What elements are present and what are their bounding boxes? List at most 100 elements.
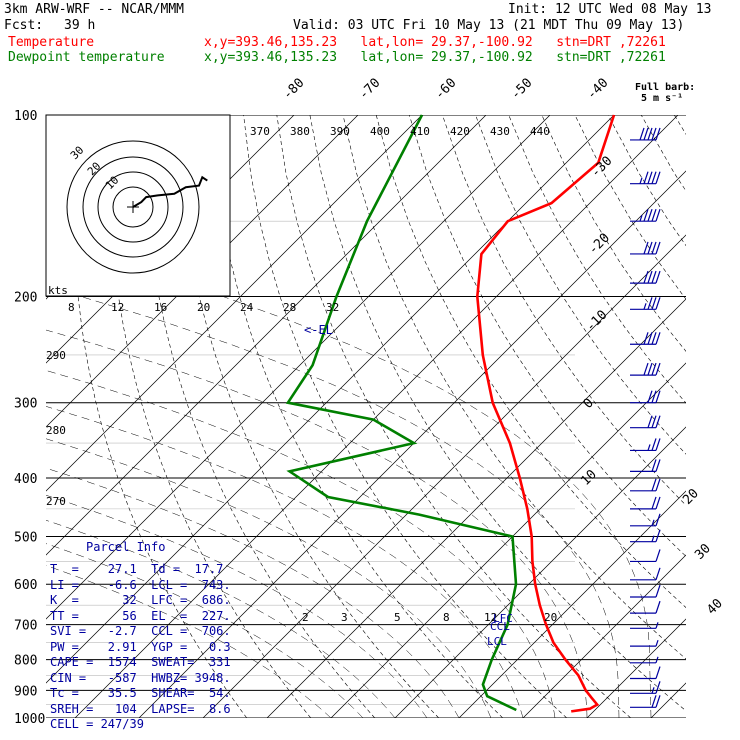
wind-barb: [630, 478, 661, 492]
legend-temperature: Temperature: [8, 35, 95, 50]
wind-barb: [630, 208, 661, 222]
dry-adiabat-line: [276, 115, 631, 718]
isotherm-line: [650, 682, 686, 718]
moist-adiabat-line: [46, 370, 556, 718]
wind-barb: [630, 681, 661, 694]
parcel-info-row: LI = -6.6 LCL = 743.: [50, 577, 231, 592]
isotherm-line: [46, 115, 487, 556]
isotherm-line: [715, 115, 740, 718]
wind-barb: [630, 622, 659, 629]
wind-barb-feather: [655, 681, 661, 694]
wind-barb-feather: [655, 127, 661, 141]
el-annotation: <-EL: [304, 323, 333, 337]
barb-legend-title: Full barb:: [635, 82, 696, 93]
mixing-ratio-label: 12: [111, 301, 124, 314]
isotherm-label: -80: [280, 76, 307, 103]
wind-barb-feather: [651, 362, 657, 376]
parcel-info-row: CIN = -587 HWBZ= 3948.: [50, 670, 231, 685]
parcel-info-row: CELL = 247/39: [50, 717, 144, 731]
wind-barb-feather: [647, 332, 653, 345]
theta-label: 380: [290, 125, 310, 138]
wind-barb-half-feather: [655, 639, 659, 647]
moist-adiabat-line: [46, 565, 332, 718]
wind-barb-feather: [643, 362, 649, 376]
wind-barb: [630, 171, 661, 185]
isotherm-label: -70: [356, 76, 383, 103]
isotherm-line: [522, 554, 686, 718]
theta-label: 420: [450, 125, 470, 138]
wind-barb-feather: [655, 270, 661, 284]
wind-barb-feather: [647, 127, 653, 141]
wind-barb: [630, 600, 661, 614]
wind-barb-feather: [655, 513, 661, 526]
wind-barb-feather: [643, 332, 649, 345]
mixing-ratio-label: 20: [544, 611, 557, 624]
wind-barb-feather: [651, 695, 657, 708]
wind-barb: [630, 459, 661, 473]
dry-adiabat-line: [177, 115, 440, 718]
wind-barb-feather: [655, 208, 661, 222]
wind-barb-half-feather: [651, 687, 655, 694]
lfc-annotation: LFC: [493, 612, 513, 625]
wind-barb: [630, 639, 659, 647]
parcel-info-row: K = 32 LFC = 686.: [50, 593, 231, 607]
theta-label: 410: [410, 125, 430, 138]
isotherm-label: -20: [586, 231, 613, 258]
dry-adiabat-line: [243, 115, 568, 718]
wind-barb-feather: [655, 362, 661, 376]
wind-barb-feather: [655, 171, 661, 184]
wind-barb-half-feather: [651, 535, 655, 542]
isotherm-label: 20: [680, 486, 702, 508]
wind-barb: [630, 695, 661, 708]
dewpoint-profile-line: [285, 114, 518, 712]
hodograph-ring: [66, 140, 200, 274]
wind-barb: [630, 567, 661, 581]
wind-barb-feather: [651, 208, 657, 222]
isotherm-line: [330, 362, 686, 718]
pressure-tick-label: 400: [14, 472, 37, 487]
wind-barb-feather: [655, 567, 661, 581]
lcl-annotation: LCL: [487, 635, 507, 648]
isotherm-label: -10: [583, 308, 610, 335]
theta-label: 430: [490, 125, 510, 138]
wind-barb-feather: [651, 438, 657, 451]
pressure-tick-label: 100: [14, 109, 37, 124]
wind-barb-feather: [655, 600, 661, 614]
wind-barb-feather: [651, 415, 657, 428]
temperature-profile-line: [475, 114, 616, 713]
pressure-tick-label: 700: [14, 619, 37, 634]
isotherm-label: -40: [584, 76, 611, 103]
wind-barb-feather: [647, 297, 653, 310]
mixing-ratio-label: 24: [240, 301, 254, 314]
wind-barb: [630, 529, 661, 543]
isotherm-line: [46, 115, 423, 492]
dry-adiabat-line: [541, 115, 686, 352]
mixing-ratio-label: 3: [341, 611, 348, 624]
isotherm-line: [266, 298, 686, 718]
wind-barb-feather: [655, 415, 661, 428]
legend-dewpoint: Dewpoint temperature: [8, 50, 165, 65]
wind-barb-feather: [655, 496, 661, 510]
wind-barb-feather: [655, 549, 661, 562]
isotherm-line: [394, 426, 686, 718]
wind-barb-feather: [647, 415, 653, 428]
hodograph-ring: [82, 156, 184, 258]
dry-adiabat-line: [674, 115, 686, 135]
wind-barb-feather: [655, 666, 661, 679]
isotherm-line: [46, 115, 615, 684]
pressure-tick-label: 500: [14, 530, 37, 545]
wind-barb: [630, 332, 661, 345]
isotherm-label: -50: [508, 76, 535, 103]
isotherm-label: 0: [581, 396, 597, 412]
wind-barb-feather: [647, 362, 653, 376]
wind-barb: [630, 584, 661, 598]
wind-barb-feather: [655, 297, 661, 310]
mixing-ratio-label: 16: [154, 301, 167, 314]
pressure-tick-label: 800: [14, 654, 37, 669]
wind-barb-feather: [655, 459, 661, 472]
wind-barb-feather: [651, 270, 657, 284]
mixing-ratio-label: 28: [283, 301, 296, 314]
wind-barb: [630, 438, 661, 452]
moist-adiabat-line: [46, 543, 364, 718]
wind-barb-half-feather: [639, 214, 643, 222]
